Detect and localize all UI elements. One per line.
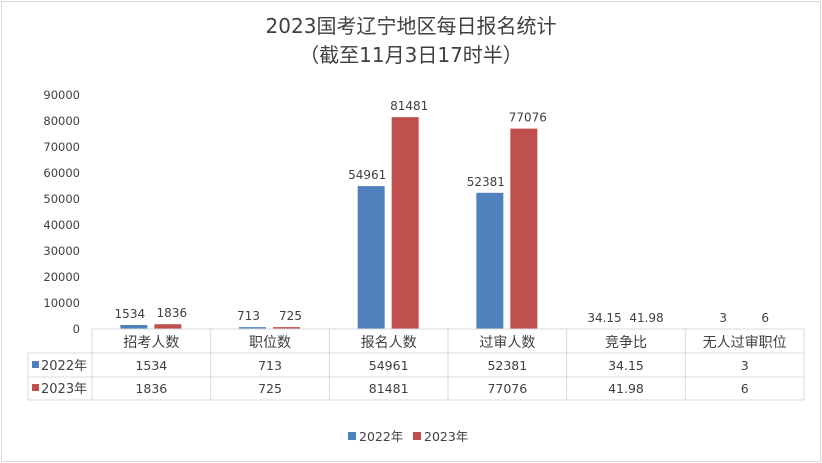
bar-2023	[510, 128, 538, 329]
table-cell: 41.98	[608, 381, 644, 396]
table-cell: 713	[258, 358, 282, 373]
y-tick-label: 30000	[43, 244, 80, 258]
y-tick-label: 10000	[43, 296, 80, 310]
y-tick-label: 90000	[43, 88, 80, 102]
table-cell: 3	[741, 358, 749, 373]
legend-key-2023	[32, 384, 39, 391]
y-tick-label: 70000	[43, 140, 80, 154]
data-label: 81481	[390, 99, 428, 113]
data-label: 77076	[509, 111, 547, 125]
chart-subtitle: （截至11月3日17时半）	[299, 43, 523, 67]
data-label: 713	[237, 309, 260, 323]
table-cell: 1836	[135, 381, 167, 396]
category-label: 无人过审职位	[703, 335, 787, 351]
chart-title: 2023国考辽宁地区每日报名统计	[266, 14, 557, 38]
category-label: 职位数	[249, 335, 291, 351]
legend-swatch-2023	[413, 432, 421, 440]
table-cell: 54961	[369, 358, 409, 373]
category-label: 报名人数	[361, 335, 417, 351]
category-label: 招考人数	[123, 335, 179, 351]
table-cell: 6	[741, 381, 749, 396]
legend-key-2022	[32, 361, 39, 368]
y-tick-label: 50000	[43, 192, 80, 206]
y-tick-label: 60000	[43, 166, 80, 180]
bar-2023	[273, 327, 300, 329]
category-label: 竞争比	[605, 334, 647, 351]
data-label: 3	[719, 311, 727, 325]
table-cell: 77076	[487, 381, 527, 396]
bar-2022	[239, 327, 266, 329]
y-tick-label: 0	[73, 322, 80, 336]
y-tick-label: 80000	[43, 114, 80, 128]
data-label: 34.15	[587, 311, 621, 325]
series-label: 2023年	[41, 382, 87, 397]
bar-2023	[391, 117, 419, 329]
data-label: 54961	[348, 168, 386, 182]
bar-2023	[154, 324, 182, 329]
legend-label: 2023年	[424, 429, 468, 444]
table-cell: 1534	[135, 358, 167, 373]
table-cell: 725	[258, 381, 282, 396]
table-cell: 34.15	[608, 358, 644, 373]
table-cell: 81481	[369, 381, 409, 396]
y-tick-label: 40000	[43, 218, 80, 232]
data-label: 41.98	[629, 311, 663, 325]
series-label: 2022年	[41, 359, 87, 374]
data-label: 6	[761, 311, 769, 325]
category-label: 过审人数	[479, 335, 535, 351]
table-cell: 52381	[487, 358, 527, 373]
y-tick-label: 20000	[43, 270, 80, 284]
data-label: 52381	[467, 175, 505, 189]
bar-2022	[476, 192, 504, 329]
data-label: 1534	[115, 307, 146, 321]
legend-swatch-2022	[348, 432, 356, 440]
bar-2022	[357, 186, 385, 329]
data-label: 725	[279, 309, 302, 323]
legend-label: 2022年	[359, 429, 403, 444]
bar-2022	[120, 325, 148, 329]
data-label: 1836	[157, 306, 188, 320]
